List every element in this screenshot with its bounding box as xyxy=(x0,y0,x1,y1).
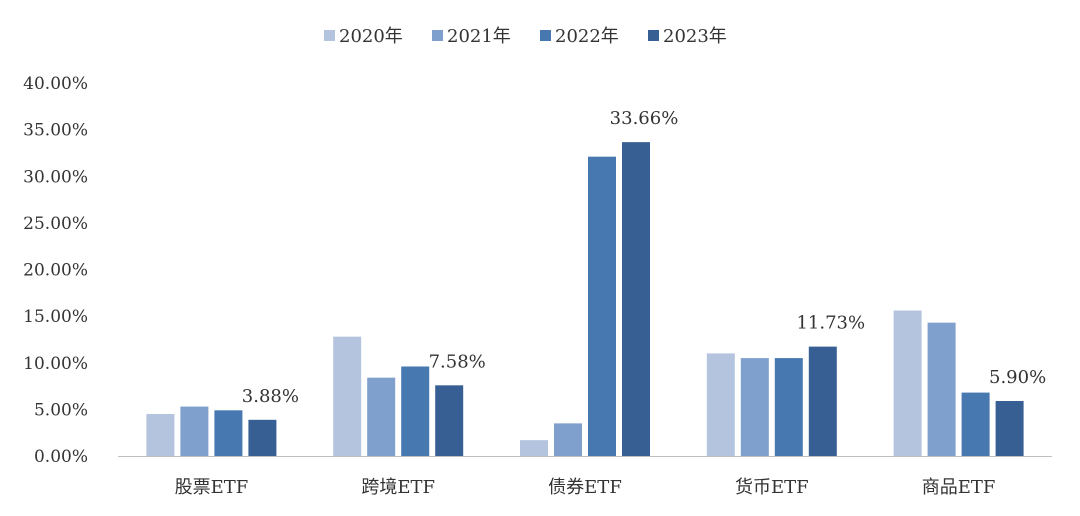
legend-swatch xyxy=(324,30,335,41)
bar xyxy=(774,358,803,456)
data-label: 5.90% xyxy=(989,367,1046,388)
bar xyxy=(333,336,362,456)
bar xyxy=(401,366,430,456)
data-label: 33.66% xyxy=(610,108,679,129)
bar xyxy=(180,406,209,456)
bar xyxy=(927,322,956,456)
x-tick-label: 货币ETF xyxy=(735,477,809,498)
x-tick-label: 商品ETF xyxy=(922,477,996,498)
bar xyxy=(622,142,650,457)
x-tick-label: 跨境ETF xyxy=(361,477,435,498)
legend: 2020年 2021年 2022年 2023年 xyxy=(324,26,727,47)
legend-label: 2022年 xyxy=(555,26,619,47)
y-tick-label: 40.00% xyxy=(23,74,88,94)
y-tick-label: 30.00% xyxy=(23,167,88,187)
bar xyxy=(554,423,582,456)
y-axis: 0.00% 5.00% 10.00% 15.00% 20.00% 25.00% 30.00%… xyxy=(23,74,88,467)
bar xyxy=(995,400,1024,456)
bar xyxy=(367,377,396,456)
data-label: 11.73% xyxy=(796,313,865,334)
bar xyxy=(893,310,922,456)
data-label: 7.58% xyxy=(429,351,486,372)
y-tick-label: 20.00% xyxy=(23,261,88,281)
legend-label: 2021年 xyxy=(447,26,511,47)
y-tick-label: 10.00% xyxy=(23,354,88,374)
bar xyxy=(706,353,735,456)
bar xyxy=(961,392,990,456)
legend-swatch xyxy=(432,30,443,41)
legend-swatch xyxy=(648,30,659,41)
x-axis: 股票ETF 跨境ETF 债券ETF 货币ETF 商品ETF xyxy=(118,456,1052,498)
y-tick-label: 5.00% xyxy=(34,400,88,420)
bar xyxy=(520,440,548,456)
bar xyxy=(740,358,769,456)
bar xyxy=(248,419,277,456)
y-tick-label: 15.00% xyxy=(23,307,88,327)
bar xyxy=(588,156,616,457)
bar xyxy=(435,385,464,456)
y-tick-label: 35.00% xyxy=(23,121,88,141)
legend-swatch xyxy=(540,30,551,41)
legend-label: 2023年 xyxy=(663,26,727,47)
x-tick-label: 债券ETF xyxy=(548,477,622,498)
data-label: 3.88% xyxy=(242,386,299,407)
bar xyxy=(146,414,175,456)
data-labels-group: 3.88% 7.58% 33.66% 11.73% 5.90% xyxy=(242,108,1046,407)
bars-group xyxy=(146,142,1024,457)
y-tick-label: 25.00% xyxy=(23,214,88,234)
y-tick-label: 0.00% xyxy=(34,447,88,467)
bar xyxy=(808,346,837,456)
legend-label: 2020年 xyxy=(339,26,403,47)
bar xyxy=(214,410,243,456)
x-tick-label: 股票ETF xyxy=(175,477,249,498)
